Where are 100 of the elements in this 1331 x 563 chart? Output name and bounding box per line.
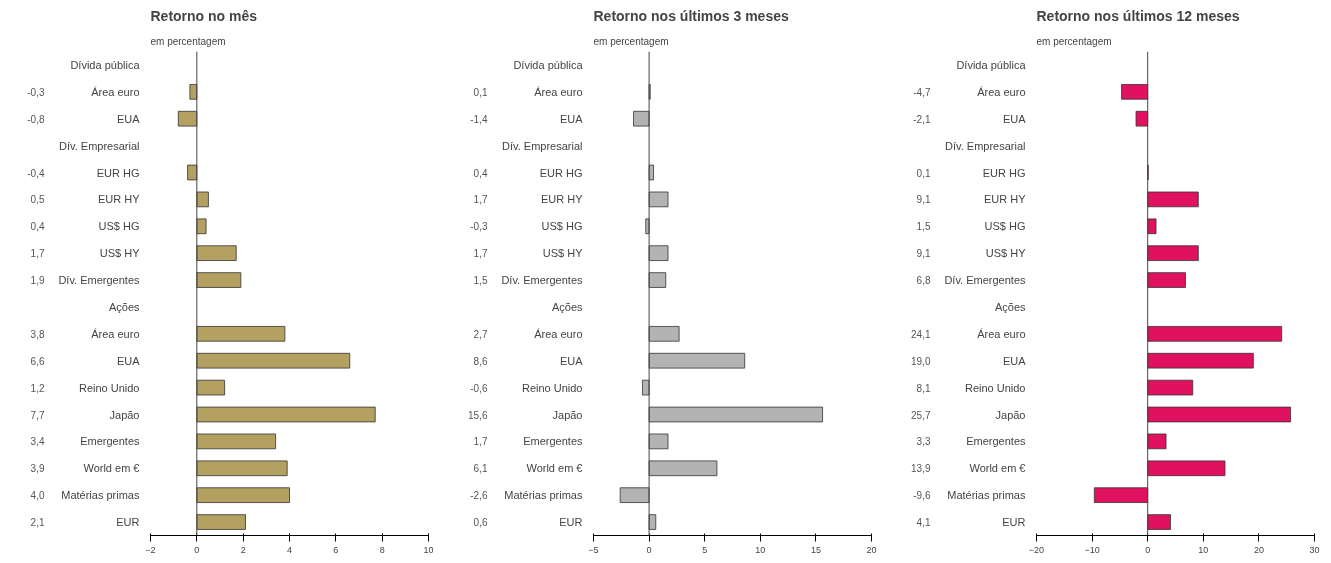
y-tick-label: Área euro bbox=[977, 327, 1026, 340]
y-tick-label: Área euro bbox=[91, 85, 140, 98]
data-label: -0,4 bbox=[27, 167, 45, 179]
data-label: 1,5 bbox=[473, 275, 488, 287]
data-label: 6,6 bbox=[30, 355, 45, 367]
y-tick-label: Dívida pública bbox=[70, 58, 141, 71]
x-tick-label: 20 bbox=[1253, 544, 1264, 555]
data-label: 1,2 bbox=[30, 382, 45, 394]
chart-title: Retorno no mês bbox=[150, 7, 258, 24]
y-tick-label: Dív. Empresarial bbox=[502, 139, 583, 152]
x-tick-label: 8 bbox=[379, 544, 385, 555]
y-tick-label: EUR HY bbox=[540, 193, 584, 206]
y-tick-label: US$ HY bbox=[99, 247, 141, 260]
y-tick-label: EUA bbox=[1002, 354, 1027, 367]
data-label: 15,6 bbox=[468, 409, 488, 421]
y-tick-label: Emergentes bbox=[523, 435, 583, 448]
data-label: 9,1 bbox=[916, 194, 931, 206]
data-label: 24,1 bbox=[911, 328, 931, 340]
x-tick-label: 2 bbox=[240, 544, 246, 555]
y-tick-label: EUR HG bbox=[96, 166, 140, 179]
y-tick-label: Japão bbox=[109, 408, 140, 421]
y-tick-label: Emergentes bbox=[966, 435, 1026, 448]
data-label: 3,4 bbox=[30, 436, 45, 448]
data-label: 3,3 bbox=[916, 436, 931, 448]
y-tick-label: Dív. Emergentes bbox=[501, 274, 583, 287]
x-tick-label: 0 bbox=[1145, 544, 1151, 555]
y-tick-label: Japão bbox=[552, 408, 583, 421]
data-label: 1,7 bbox=[30, 248, 45, 260]
y-tick-label: Área euro bbox=[534, 85, 583, 98]
y-tick-label: Dív. Emergentes bbox=[944, 274, 1026, 287]
y-tick-label: Matérias primas bbox=[61, 489, 140, 502]
y-tick-label: EUR HG bbox=[982, 166, 1026, 179]
y-tick-label: EUA bbox=[116, 354, 141, 367]
data-label: 1,7 bbox=[473, 436, 488, 448]
data-label: 0,5 bbox=[30, 194, 45, 206]
y-tick-label: Dív. Empresarial bbox=[59, 139, 140, 152]
data-label: 4,0 bbox=[30, 490, 45, 502]
chart-subtitle: em percentagem bbox=[1036, 35, 1112, 47]
y-tick-label: Dív. Emergentes bbox=[58, 274, 140, 287]
y-tick-label: Matérias primas bbox=[947, 489, 1026, 502]
y-tick-label: EUR HY bbox=[983, 193, 1027, 206]
y-tick-label: EUR HG bbox=[539, 166, 583, 179]
data-label: 0,1 bbox=[473, 86, 488, 98]
y-tick-label: Área euro bbox=[977, 85, 1026, 98]
y-tick-label: Dív. Empresarial bbox=[945, 139, 1026, 152]
data-label: 2,1 bbox=[30, 517, 45, 529]
y-tick-label: Ações bbox=[551, 300, 583, 313]
data-label: 0,4 bbox=[30, 221, 45, 233]
data-label: 0,1 bbox=[916, 167, 931, 179]
data-label: 0,4 bbox=[473, 167, 488, 179]
y-tick-label: EUA bbox=[559, 112, 584, 125]
y-tick-label: EUR HY bbox=[97, 193, 141, 206]
chart-subtitle: em percentagem bbox=[593, 35, 669, 47]
y-tick-label: Área euro bbox=[91, 327, 140, 340]
data-label: 0,6 bbox=[473, 517, 488, 529]
x-tick-label: 5 bbox=[702, 544, 708, 555]
y-tick-label: Reino Unido bbox=[78, 381, 140, 394]
y-tick-label: US$ HY bbox=[985, 247, 1027, 260]
x-tick-label: 10 bbox=[755, 544, 766, 555]
data-label: 2,7 bbox=[473, 328, 488, 340]
y-tick-label: Ações bbox=[108, 300, 140, 313]
data-label: 3,8 bbox=[30, 328, 45, 340]
data-label: -2,6 bbox=[470, 490, 488, 502]
data-label: 6,8 bbox=[916, 275, 931, 287]
y-tick-label: EUA bbox=[1002, 112, 1027, 125]
x-tick-label: −10 bbox=[1084, 544, 1100, 555]
y-tick-label: EUR bbox=[116, 516, 140, 529]
y-tick-label: Dívida pública bbox=[513, 58, 584, 71]
data-label: 4,1 bbox=[916, 517, 931, 529]
y-tick-label: World em € bbox=[526, 462, 583, 475]
y-tick-label: Dívida pública bbox=[956, 58, 1027, 71]
data-label: 8,1 bbox=[916, 382, 931, 394]
data-label: 19,0 bbox=[911, 355, 931, 367]
data-label: -2,1 bbox=[913, 113, 931, 125]
x-tick-label: 30 bbox=[1309, 544, 1320, 555]
data-label: 1,7 bbox=[473, 248, 488, 260]
data-label: 9,1 bbox=[916, 248, 931, 260]
chart-title: Retorno nos últimos 12 meses bbox=[1036, 7, 1240, 24]
x-tick-label: 0 bbox=[194, 544, 200, 555]
y-tick-label: US$ HG bbox=[984, 220, 1026, 233]
x-tick-label: −20 bbox=[1028, 544, 1045, 555]
data-label: -0,8 bbox=[27, 113, 45, 125]
y-tick-label: EUR bbox=[559, 516, 583, 529]
y-tick-label: Reino Unido bbox=[521, 381, 583, 394]
y-tick-label: US$ HG bbox=[541, 220, 583, 233]
data-label: 13,9 bbox=[911, 463, 931, 475]
x-tick-label: 15 bbox=[810, 544, 821, 555]
x-tick-label: 10 bbox=[423, 544, 434, 555]
data-label: 6,1 bbox=[473, 463, 488, 475]
y-tick-label: Japão bbox=[995, 408, 1026, 421]
x-tick-label: 6 bbox=[333, 544, 339, 555]
data-label: 8,6 bbox=[473, 355, 488, 367]
y-tick-label: Ações bbox=[994, 300, 1026, 313]
y-tick-label: EUR bbox=[1002, 516, 1026, 529]
y-tick-label: US$ HG bbox=[98, 220, 140, 233]
data-label: 1,7 bbox=[473, 194, 488, 206]
y-tick-label: Reino Unido bbox=[964, 381, 1026, 394]
data-label: 3,9 bbox=[30, 463, 45, 475]
y-tick-label: World em € bbox=[969, 462, 1026, 475]
x-tick-label: 0 bbox=[646, 544, 652, 555]
